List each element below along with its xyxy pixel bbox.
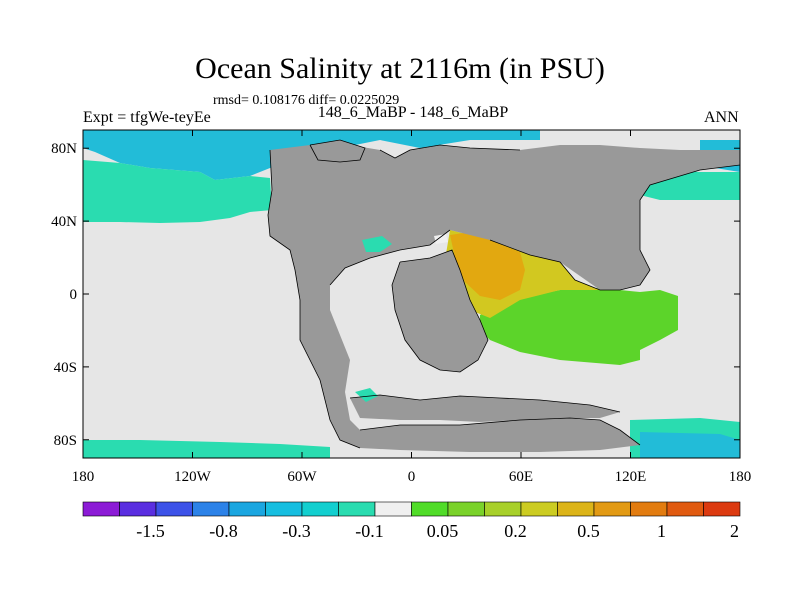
subtitle-label: 148_6_MaBP - 148_6_MaBP bbox=[317, 104, 509, 121]
land-americas bbox=[268, 145, 740, 452]
colorbar-swatch bbox=[119, 501, 157, 517]
colorbar-swatch bbox=[411, 501, 449, 517]
colorbar-swatch bbox=[666, 501, 704, 517]
coast-antarctic-south bbox=[359, 417, 641, 446]
southern-atlantic-teal bbox=[355, 388, 378, 402]
colorbar-swatch bbox=[374, 501, 412, 517]
x-tick-label: 0 bbox=[408, 469, 416, 485]
y-tick-label: 80S bbox=[54, 433, 77, 449]
land-antarctic-peninsula bbox=[350, 395, 620, 422]
tethys-core bbox=[450, 232, 525, 300]
land-greenland bbox=[310, 140, 365, 162]
colorbar-label: -0.3 bbox=[282, 521, 311, 541]
colorbar-label: -0.1 bbox=[355, 521, 384, 541]
coast-tethys-north bbox=[329, 229, 451, 286]
chart-title: Ocean Salinity at 2116m (in PSU) bbox=[195, 52, 605, 85]
y-axis: 80N 40N 0 40S 80S bbox=[51, 141, 740, 449]
colorbar-swatch bbox=[228, 501, 266, 517]
strait-white bbox=[434, 234, 448, 244]
southern-ocean-east-cyan bbox=[640, 432, 740, 458]
colorbar-swatch bbox=[703, 501, 741, 517]
land-africa bbox=[392, 250, 488, 372]
colorbar-swatch bbox=[593, 501, 631, 517]
coast-west-americas bbox=[267, 149, 361, 449]
colorbar-label: -1.5 bbox=[136, 521, 165, 541]
colorbar-swatch bbox=[484, 501, 522, 517]
colorbar-swatch bbox=[447, 501, 485, 517]
southern-ocean-west bbox=[83, 440, 330, 458]
colorbar-label: 2 bbox=[730, 521, 739, 541]
x-tick-label: 60E bbox=[509, 469, 533, 485]
x-axis: 180 120W 60W 0 60E 120E 180 bbox=[72, 130, 752, 485]
y-tick-label: 80N bbox=[51, 141, 77, 157]
coast-arctic bbox=[379, 144, 521, 159]
colorbar-swatch bbox=[301, 501, 339, 517]
colorbar-swatch bbox=[265, 501, 303, 517]
x-tick-label: 180 bbox=[72, 469, 95, 485]
colorbar-label: 0.2 bbox=[504, 521, 527, 541]
coast-asia bbox=[489, 164, 740, 291]
y-tick-label: 0 bbox=[70, 287, 78, 303]
colorbar-swatch bbox=[192, 501, 230, 517]
colorbar-label: 0.05 bbox=[427, 521, 459, 541]
colorbar-label: 0.5 bbox=[577, 521, 600, 541]
colorbar-label: -0.8 bbox=[209, 521, 238, 541]
experiment-label: Expt = tfgWe-teyEe bbox=[83, 109, 211, 126]
mediterranean-cyan bbox=[362, 236, 392, 252]
indian-ocean-tongue bbox=[480, 288, 678, 365]
y-tick-label: 40S bbox=[54, 360, 77, 376]
colorbar-swatch bbox=[520, 501, 558, 517]
colorbar-label: 1 bbox=[657, 521, 666, 541]
x-tick-label: 120W bbox=[174, 469, 212, 485]
colorbar-swatch bbox=[82, 501, 120, 517]
colorbar: -1.5 -0.8 -0.3 -0.1 0.05 0.2 0.5 1 2 bbox=[82, 501, 741, 541]
coast-greenland bbox=[309, 139, 366, 163]
season-label: ANN bbox=[704, 109, 739, 126]
colorbar-swatch bbox=[338, 501, 376, 517]
x-tick-label: 180 bbox=[729, 469, 752, 485]
coast-antarctic-north bbox=[349, 394, 621, 413]
colorbar-swatch bbox=[630, 501, 668, 517]
coastlines bbox=[267, 139, 740, 449]
map-field bbox=[83, 130, 740, 458]
x-tick-label: 60W bbox=[287, 469, 317, 485]
stats-label: rmsd= 0.108176 diff= 0.0225029 bbox=[213, 93, 400, 108]
coast-africa bbox=[391, 249, 489, 373]
x-tick-label: 120E bbox=[615, 469, 647, 485]
colorbar-swatch bbox=[557, 501, 595, 517]
north-pacific-band bbox=[83, 160, 272, 223]
colorbar-swatch bbox=[155, 501, 193, 517]
y-tick-label: 40N bbox=[51, 214, 77, 230]
